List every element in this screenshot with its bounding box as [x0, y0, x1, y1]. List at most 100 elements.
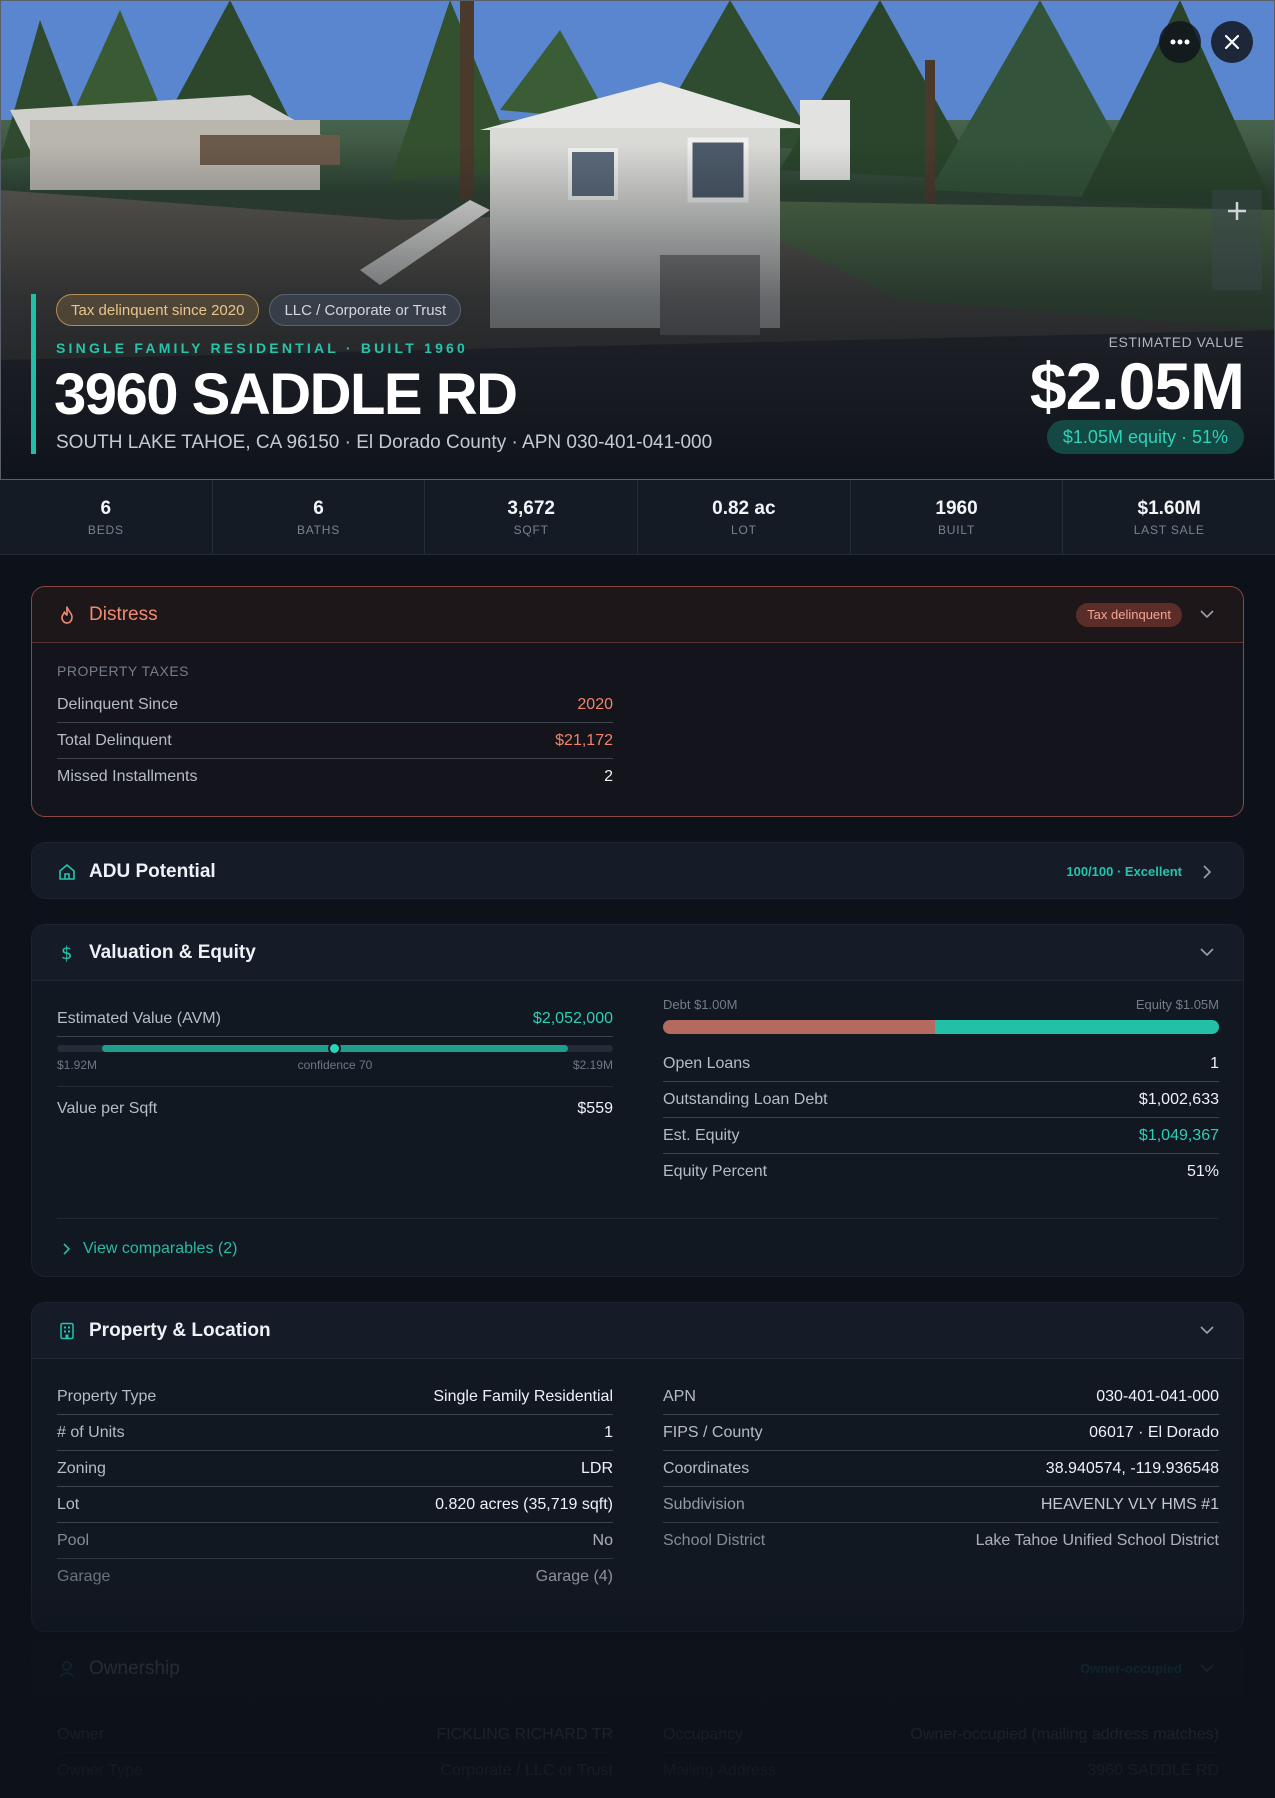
plus-icon[interactable] [1226, 200, 1248, 222]
svg-text:$: $ [61, 943, 72, 963]
dollar-icon: $ [57, 943, 77, 963]
stat-label: LOT [730, 522, 757, 537]
row-label: School District [663, 1532, 766, 1549]
chevron-down-icon[interactable] [1196, 942, 1218, 964]
row-label: FIPS / County [663, 1423, 763, 1441]
avm-row: Estimated Value (AVM) $2,052,000 [57, 1001, 613, 1037]
row-label: APN [663, 1387, 696, 1405]
row-value: 0.820 acres (35,719 sqft) [435, 1495, 613, 1513]
valuation-body: Estimated Value (AVM) $2,052,000 $1.92M … [32, 981, 1243, 1276]
row-value: HEAVENLY VLY HMS #1 [1040, 1495, 1219, 1513]
distress-title: Distress [89, 603, 158, 625]
stat-value: 6 [100, 497, 112, 519]
avm-range-bar [57, 1042, 613, 1055]
ownership-card: Ownership Owner-occupied Owner FICKLING R… [31, 1640, 1244, 1798]
status-badge: Tax delinquent [1076, 602, 1182, 627]
row-label: Garage [57, 1568, 111, 1585]
property-header[interactable]: Property & Location [32, 1303, 1243, 1359]
home-icon [57, 862, 77, 882]
list-item: FIPS / County 06017 · El Dorado [663, 1415, 1219, 1451]
row-label: Outstanding Loan Debt [663, 1090, 828, 1108]
range-high: $2.19M [572, 1058, 613, 1072]
row-value: 06017 · El Dorado [1089, 1423, 1219, 1441]
row-label: Missed Installments [57, 768, 198, 785]
stat-baths: 6 BATHS [213, 480, 426, 554]
occupancy-badge: Owner-occupied [1080, 1661, 1182, 1676]
subaddress: SOUTH LAKE TAHOE, CA 96150 · El Dorado C… [56, 432, 713, 453]
debt-label: Debt $1.00M [663, 997, 738, 1012]
equity-segment [935, 1020, 1219, 1034]
stat-lot: 0.82 ac LOT [638, 480, 851, 554]
accent-bar [31, 294, 36, 454]
confidence-label: confidence 70 [297, 1058, 373, 1072]
valuation-header[interactable]: $ Valuation & Equity [32, 925, 1243, 981]
row-label: Occupancy [663, 1725, 744, 1743]
close-button[interactable] [1211, 21, 1253, 63]
distress-header[interactable]: Distress Tax delinquent [32, 587, 1243, 643]
property-left-rows: Property Type Single Family Residential #… [57, 1379, 613, 1595]
row-label: Value per Sqft [57, 1100, 158, 1117]
row-value: 1 [1210, 1054, 1219, 1072]
row-value: $1,002,633 [1138, 1090, 1219, 1108]
row-label: Equity Percent [663, 1163, 768, 1180]
row-value: 1 [604, 1423, 613, 1441]
stat-last-sale: $1.60M LAST SALE [1063, 480, 1275, 554]
row-value: Owner-occupied (mailing address matches) [910, 1725, 1219, 1743]
debt-equity-labels: Debt $1.00M Equity $1.05M [663, 997, 1219, 1012]
row-label: Property Type [57, 1387, 157, 1405]
debt-equity-bar [663, 1020, 1219, 1034]
chevron-down-icon[interactable] [1196, 604, 1218, 626]
close-icon [1224, 34, 1240, 50]
row-value: 3960 SADDLE RD [1087, 1762, 1219, 1779]
stat-label: BEDS [87, 522, 124, 537]
row-value: $559 [577, 1100, 613, 1117]
chevron-down-icon[interactable] [1196, 1320, 1218, 1342]
row-label: # of Units [57, 1423, 125, 1441]
avm-column: Estimated Value (AVM) $2,052,000 $1.92M … [57, 1001, 613, 1127]
view-comparables-link[interactable]: View comparables (2) [57, 1218, 1218, 1276]
page-title: 3960 SADDLE RD [54, 362, 518, 427]
adu-header[interactable]: ADU Potential 100/100 · Excellent [32, 843, 1243, 898]
list-item: Owner FICKLING RICHARD TR [57, 1717, 613, 1753]
comparables-label: View comparables (2) [83, 1239, 238, 1257]
stat-label: LAST SALE [1133, 522, 1205, 537]
list-item: Occupancy Owner-occupied (mailing address… [663, 1717, 1219, 1753]
adu-card[interactable]: ADU Potential 100/100 · Excellent [31, 842, 1244, 899]
estimated-value: $2.05M [1029, 349, 1245, 423]
row-label: Zoning [57, 1459, 106, 1477]
stats-bar: 6 BEDS 6 BATHS 3,672 SQFT 0.82 ac LOT 19… [0, 480, 1275, 555]
row-value: LDR [580, 1459, 613, 1477]
ownership-title: Ownership [89, 1657, 180, 1679]
list-item: APN 030-401-041-000 [663, 1379, 1219, 1415]
list-item: School District Lake Tahoe Unified School… [663, 1523, 1219, 1559]
stat-value: 1960 [935, 497, 978, 519]
property-body: Property Type Single Family Residential #… [32, 1359, 1243, 1631]
tax-rows: Delinquent Since 2020 Total Delinquent $… [57, 687, 613, 795]
row-value: FICKLING RICHARD TR [436, 1725, 613, 1743]
street-view-zoom-control[interactable] [1212, 190, 1262, 290]
list-item: Subdivision HEAVENLY VLY HMS #1 [663, 1487, 1219, 1523]
list-item: Coordinates 38.940574, -119.936548 [663, 1451, 1219, 1487]
stat-value: $1.60M [1137, 497, 1201, 519]
list-item: Outstanding Loan Debt $1,002,633 [663, 1082, 1219, 1118]
stat-built: 1960 BUILT [851, 480, 1064, 554]
ownership-body: Owner FICKLING RICHARD TR Owner Type Corpo… [32, 1697, 1243, 1798]
row-value: No [592, 1531, 613, 1549]
ownership-header[interactable]: Ownership Owner-occupied [32, 1641, 1243, 1697]
more-options-button[interactable] [1159, 21, 1201, 63]
badge-owner-type: LLC / Corporate or Trust [269, 294, 462, 326]
row-value: Corporate / LLC or Trust [440, 1762, 613, 1779]
chevron-down-icon[interactable] [1196, 1658, 1218, 1680]
hero-badges: Tax delinquent since 2020 LLC / Corporat… [56, 294, 462, 326]
chevron-right-icon [63, 1242, 71, 1255]
divider [57, 1086, 613, 1087]
row-label: Open Loans [663, 1054, 751, 1072]
row-value: 38.940574, -119.936548 [1045, 1459, 1219, 1477]
row-value: 2 [604, 768, 613, 785]
section-label: PROPERTY TAXES [57, 663, 190, 679]
row-value: 2020 [577, 695, 613, 713]
row-value: Garage (4) [535, 1568, 613, 1585]
list-item: Delinquent Since 2020 [57, 687, 613, 723]
row-label: Est. Equity [663, 1126, 740, 1144]
chevron-right-icon[interactable] [1196, 861, 1218, 883]
